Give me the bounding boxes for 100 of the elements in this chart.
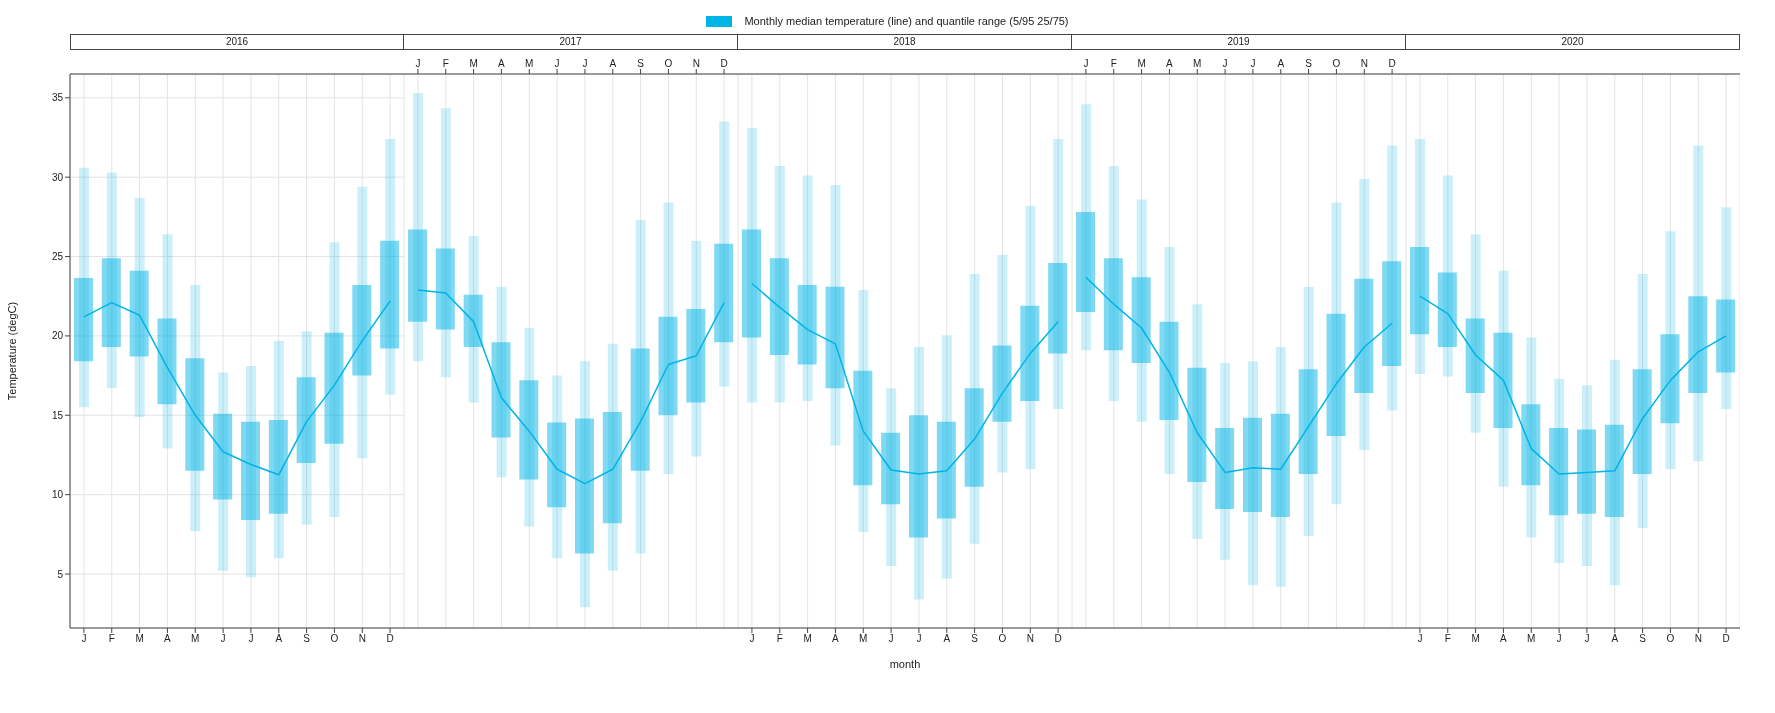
y-tick-label: 5 xyxy=(57,568,64,580)
x-tick-label: O xyxy=(330,633,339,645)
bar xyxy=(630,348,650,471)
bar xyxy=(992,345,1012,422)
bar xyxy=(1270,413,1290,517)
x-tick-label: N xyxy=(358,633,366,645)
x-tick-label: N xyxy=(1360,58,1368,69)
bar xyxy=(547,422,567,508)
bar xyxy=(101,258,121,348)
x-tick-label: M xyxy=(525,58,534,69)
chart-title: 2019 xyxy=(1072,34,1406,50)
bar xyxy=(658,316,678,416)
bar xyxy=(825,286,845,389)
bar xyxy=(1632,369,1652,475)
bar xyxy=(1382,261,1402,367)
x-tick-label: S xyxy=(971,633,979,645)
bar xyxy=(491,342,511,438)
bar xyxy=(1103,258,1123,351)
x-tick-label: O xyxy=(664,58,673,69)
x-tick-label: A xyxy=(275,633,283,645)
bar xyxy=(686,308,706,403)
x-tick-label: O xyxy=(1666,633,1675,645)
bar xyxy=(213,413,233,500)
x-tick-label: J xyxy=(81,633,87,645)
x-tick-label: J xyxy=(248,633,254,645)
legend-label: Monthly median temperature (line) and quantile range (5/95 25/75) xyxy=(744,15,1069,27)
x-tick-label: M xyxy=(469,58,478,69)
bar xyxy=(380,240,400,349)
x-tick-label: F xyxy=(442,58,449,69)
chart-title: 2017 xyxy=(404,34,738,50)
x-tick-label: J xyxy=(220,633,226,645)
bar xyxy=(1326,313,1346,436)
x-tick-label: M xyxy=(135,633,144,645)
x-axis-title: month xyxy=(889,658,921,670)
x-tick-label: D xyxy=(1722,633,1730,645)
x-tick-label: M xyxy=(1471,633,1480,645)
x-tick-label: M xyxy=(1193,58,1202,69)
y-tick-label: 10 xyxy=(51,489,64,501)
bar xyxy=(1688,296,1708,394)
bar xyxy=(519,380,539,480)
x-tick-label: N xyxy=(1026,633,1034,645)
bar xyxy=(1159,321,1179,421)
x-tick-label: F xyxy=(1444,633,1451,645)
x-tick-label: S xyxy=(1639,633,1647,645)
x-tick-label: J xyxy=(1584,633,1590,645)
chart-title: 2020 xyxy=(1406,34,1740,50)
x-tick-label: A xyxy=(943,633,951,645)
x-tick-label: D xyxy=(1388,58,1396,69)
bar xyxy=(714,243,734,343)
x-tick-label: A xyxy=(1611,633,1619,645)
x-tick-label: M xyxy=(803,633,812,645)
x-tick-label: J xyxy=(1250,58,1256,69)
x-tick-label: M xyxy=(1527,633,1536,645)
x-tick-label: J xyxy=(1556,633,1562,645)
bar xyxy=(909,415,928,538)
x-tick-label: S xyxy=(637,58,645,69)
x-tick-label: J xyxy=(415,58,421,69)
bar xyxy=(602,412,622,524)
bar xyxy=(1437,272,1457,348)
bar xyxy=(742,229,761,338)
bar xyxy=(463,294,483,348)
x-tick-label: J xyxy=(916,633,922,645)
x-tick-label: S xyxy=(303,633,311,645)
chart-title: 2018 xyxy=(738,34,1072,50)
bar xyxy=(797,285,817,365)
y-tick-label: 25 xyxy=(51,251,64,263)
bar xyxy=(1604,424,1624,517)
bar xyxy=(881,432,901,505)
bar xyxy=(1298,369,1318,475)
x-tick-label: A xyxy=(1277,58,1285,69)
bar xyxy=(1354,278,1374,394)
x-tick-label: A xyxy=(164,633,172,645)
y-tick-label: 35 xyxy=(51,92,64,104)
bar xyxy=(74,277,93,362)
x-tick-label: D xyxy=(720,58,728,69)
x-tick-label: J xyxy=(582,58,588,69)
bar xyxy=(1410,247,1429,335)
x-tick-label: O xyxy=(998,633,1007,645)
bar xyxy=(1131,277,1151,363)
x-tick-label: A xyxy=(832,633,840,645)
bar xyxy=(1020,305,1040,401)
x-tick-label: A xyxy=(609,58,617,69)
x-tick-label: F xyxy=(776,633,783,645)
bar xyxy=(352,285,372,376)
bar xyxy=(1076,212,1095,313)
bar xyxy=(1521,404,1541,486)
x-tick-label: F xyxy=(1110,58,1117,69)
bar xyxy=(1577,429,1596,514)
bar xyxy=(1048,262,1068,354)
x-tick-label: J xyxy=(888,633,894,645)
x-tick-label: A xyxy=(1166,58,1174,69)
bar xyxy=(1660,334,1680,424)
x-tick-label: N xyxy=(692,58,700,69)
x-tick-label: D xyxy=(386,633,394,645)
bar xyxy=(1215,427,1235,509)
y-tick-label: 30 xyxy=(51,171,64,183)
x-tick-label: J xyxy=(749,633,755,645)
x-tick-label: S xyxy=(1305,58,1313,69)
bar xyxy=(936,421,956,519)
chart-title: 2016 xyxy=(70,34,404,50)
